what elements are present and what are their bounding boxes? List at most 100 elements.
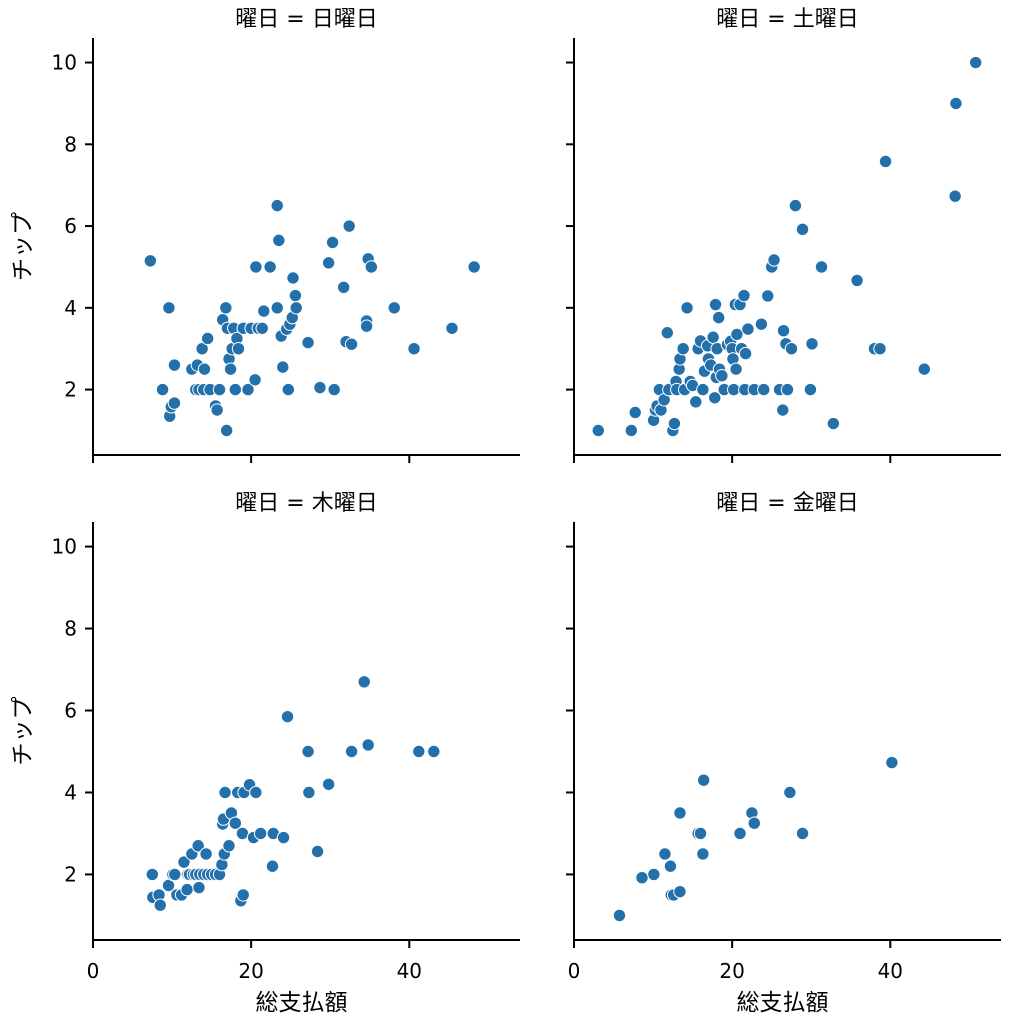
y-tick-label: 8 [64, 617, 77, 641]
y-tick-label: 4 [64, 296, 77, 320]
scatter-point [803, 382, 818, 397]
scatter-point [667, 416, 682, 431]
scatter-point [784, 342, 799, 356]
scatter-point [387, 301, 401, 315]
scatter-point [754, 317, 769, 331]
scatter-point [712, 310, 726, 325]
scatter-point [286, 271, 300, 285]
facet-panel-4: 曜日 = 金曜日 0 20 40 総支払額 [566, 491, 1001, 1016]
scatter-point [313, 380, 327, 395]
scatter-point [168, 867, 182, 882]
y-tick-label: 6 [64, 214, 77, 238]
scatter-point [327, 382, 341, 397]
scatter-series [143, 198, 481, 438]
scatter-point [276, 360, 290, 374]
scatter-point [673, 884, 687, 899]
scatter-point [310, 844, 325, 859]
scatter-series [591, 55, 983, 438]
scatter-point [270, 301, 284, 315]
scatter-point [663, 859, 678, 873]
scatter-point [873, 342, 887, 356]
scatter-point [231, 342, 246, 356]
y-tick-label: 10 [52, 535, 77, 559]
scatter-point [733, 826, 747, 841]
scatter-point [249, 785, 263, 800]
scatter-point [757, 382, 771, 397]
x-tick-label: 20 [238, 959, 263, 983]
scatter-point [761, 289, 775, 303]
scatter-point [325, 235, 340, 250]
scatter-point [357, 675, 371, 689]
scatter-point [741, 322, 755, 336]
facet-panel-1: 曜日 = 日曜日 2 4 6 8 10 チップ [10, 7, 520, 463]
x-tick-label: 0 [87, 959, 100, 983]
scatter-point [805, 337, 819, 351]
scatter-point [263, 260, 277, 274]
scatter-point [235, 826, 250, 841]
x-tick-label: 0 [568, 959, 581, 983]
scatter-point [780, 382, 795, 397]
scatter-point [612, 908, 627, 923]
scatter-point [281, 382, 296, 397]
scatter-point [715, 368, 729, 383]
scatter-point [265, 859, 280, 873]
scatter-point [288, 288, 303, 303]
scatter-point [776, 403, 790, 417]
scatter-point [647, 867, 661, 882]
scatter-point [302, 785, 316, 800]
scatter-point [412, 744, 426, 759]
y-axis-label: チップ [10, 212, 36, 281]
scatter-point [624, 423, 639, 438]
y-tick-label: 6 [64, 699, 77, 723]
scatter-series [612, 755, 899, 923]
scatter-point [219, 301, 233, 315]
scatter-point [826, 416, 841, 431]
scatter-point [301, 744, 315, 759]
x-tick-label: 40 [878, 959, 903, 983]
scatter-point [795, 826, 810, 841]
scatter-point [155, 382, 170, 397]
panel-title: 曜日 = 土曜日 [716, 7, 858, 32]
scatter-point [635, 871, 649, 885]
scatter-point [301, 335, 315, 350]
scatter-point [427, 744, 441, 759]
x-tick-label: 20 [719, 959, 744, 983]
scatter-point [321, 777, 336, 791]
scatter-point [195, 342, 209, 356]
scatter-point [676, 342, 690, 356]
scatter-point [878, 154, 893, 169]
scatter-point [776, 324, 791, 338]
scatter-point [658, 847, 672, 861]
scatter-point [948, 189, 962, 203]
scatter-point [253, 826, 268, 841]
scatter-point [673, 806, 687, 820]
scatter-point [361, 738, 375, 752]
scatter-point [729, 362, 743, 376]
scatter-point [180, 882, 194, 897]
scatter-point [730, 327, 744, 342]
scatter-point [738, 346, 753, 361]
scatter-point [708, 297, 723, 312]
panel-title: 曜日 = 金曜日 [716, 491, 858, 516]
scatter-point [145, 867, 160, 882]
scatter-point [885, 755, 899, 770]
y-tick-label: 10 [52, 51, 77, 75]
scatter-point [968, 55, 983, 70]
scatter-point [270, 198, 284, 213]
scatter-point [228, 816, 243, 830]
scatter-point [660, 326, 675, 340]
scatter-point [591, 423, 605, 438]
scatter-point [693, 826, 708, 841]
scatter-series [145, 675, 441, 912]
scatter-point [767, 253, 781, 267]
scatter-point [783, 785, 797, 800]
scatter-point [219, 423, 234, 438]
scatter-point [747, 816, 761, 830]
scatter-point [359, 319, 374, 333]
facet-panel-2: 曜日 = 土曜日 [566, 7, 1001, 463]
scatter-point [241, 382, 255, 397]
y-tick-label: 8 [64, 132, 77, 156]
scatter-point [814, 260, 829, 274]
scatter-point [143, 254, 158, 268]
